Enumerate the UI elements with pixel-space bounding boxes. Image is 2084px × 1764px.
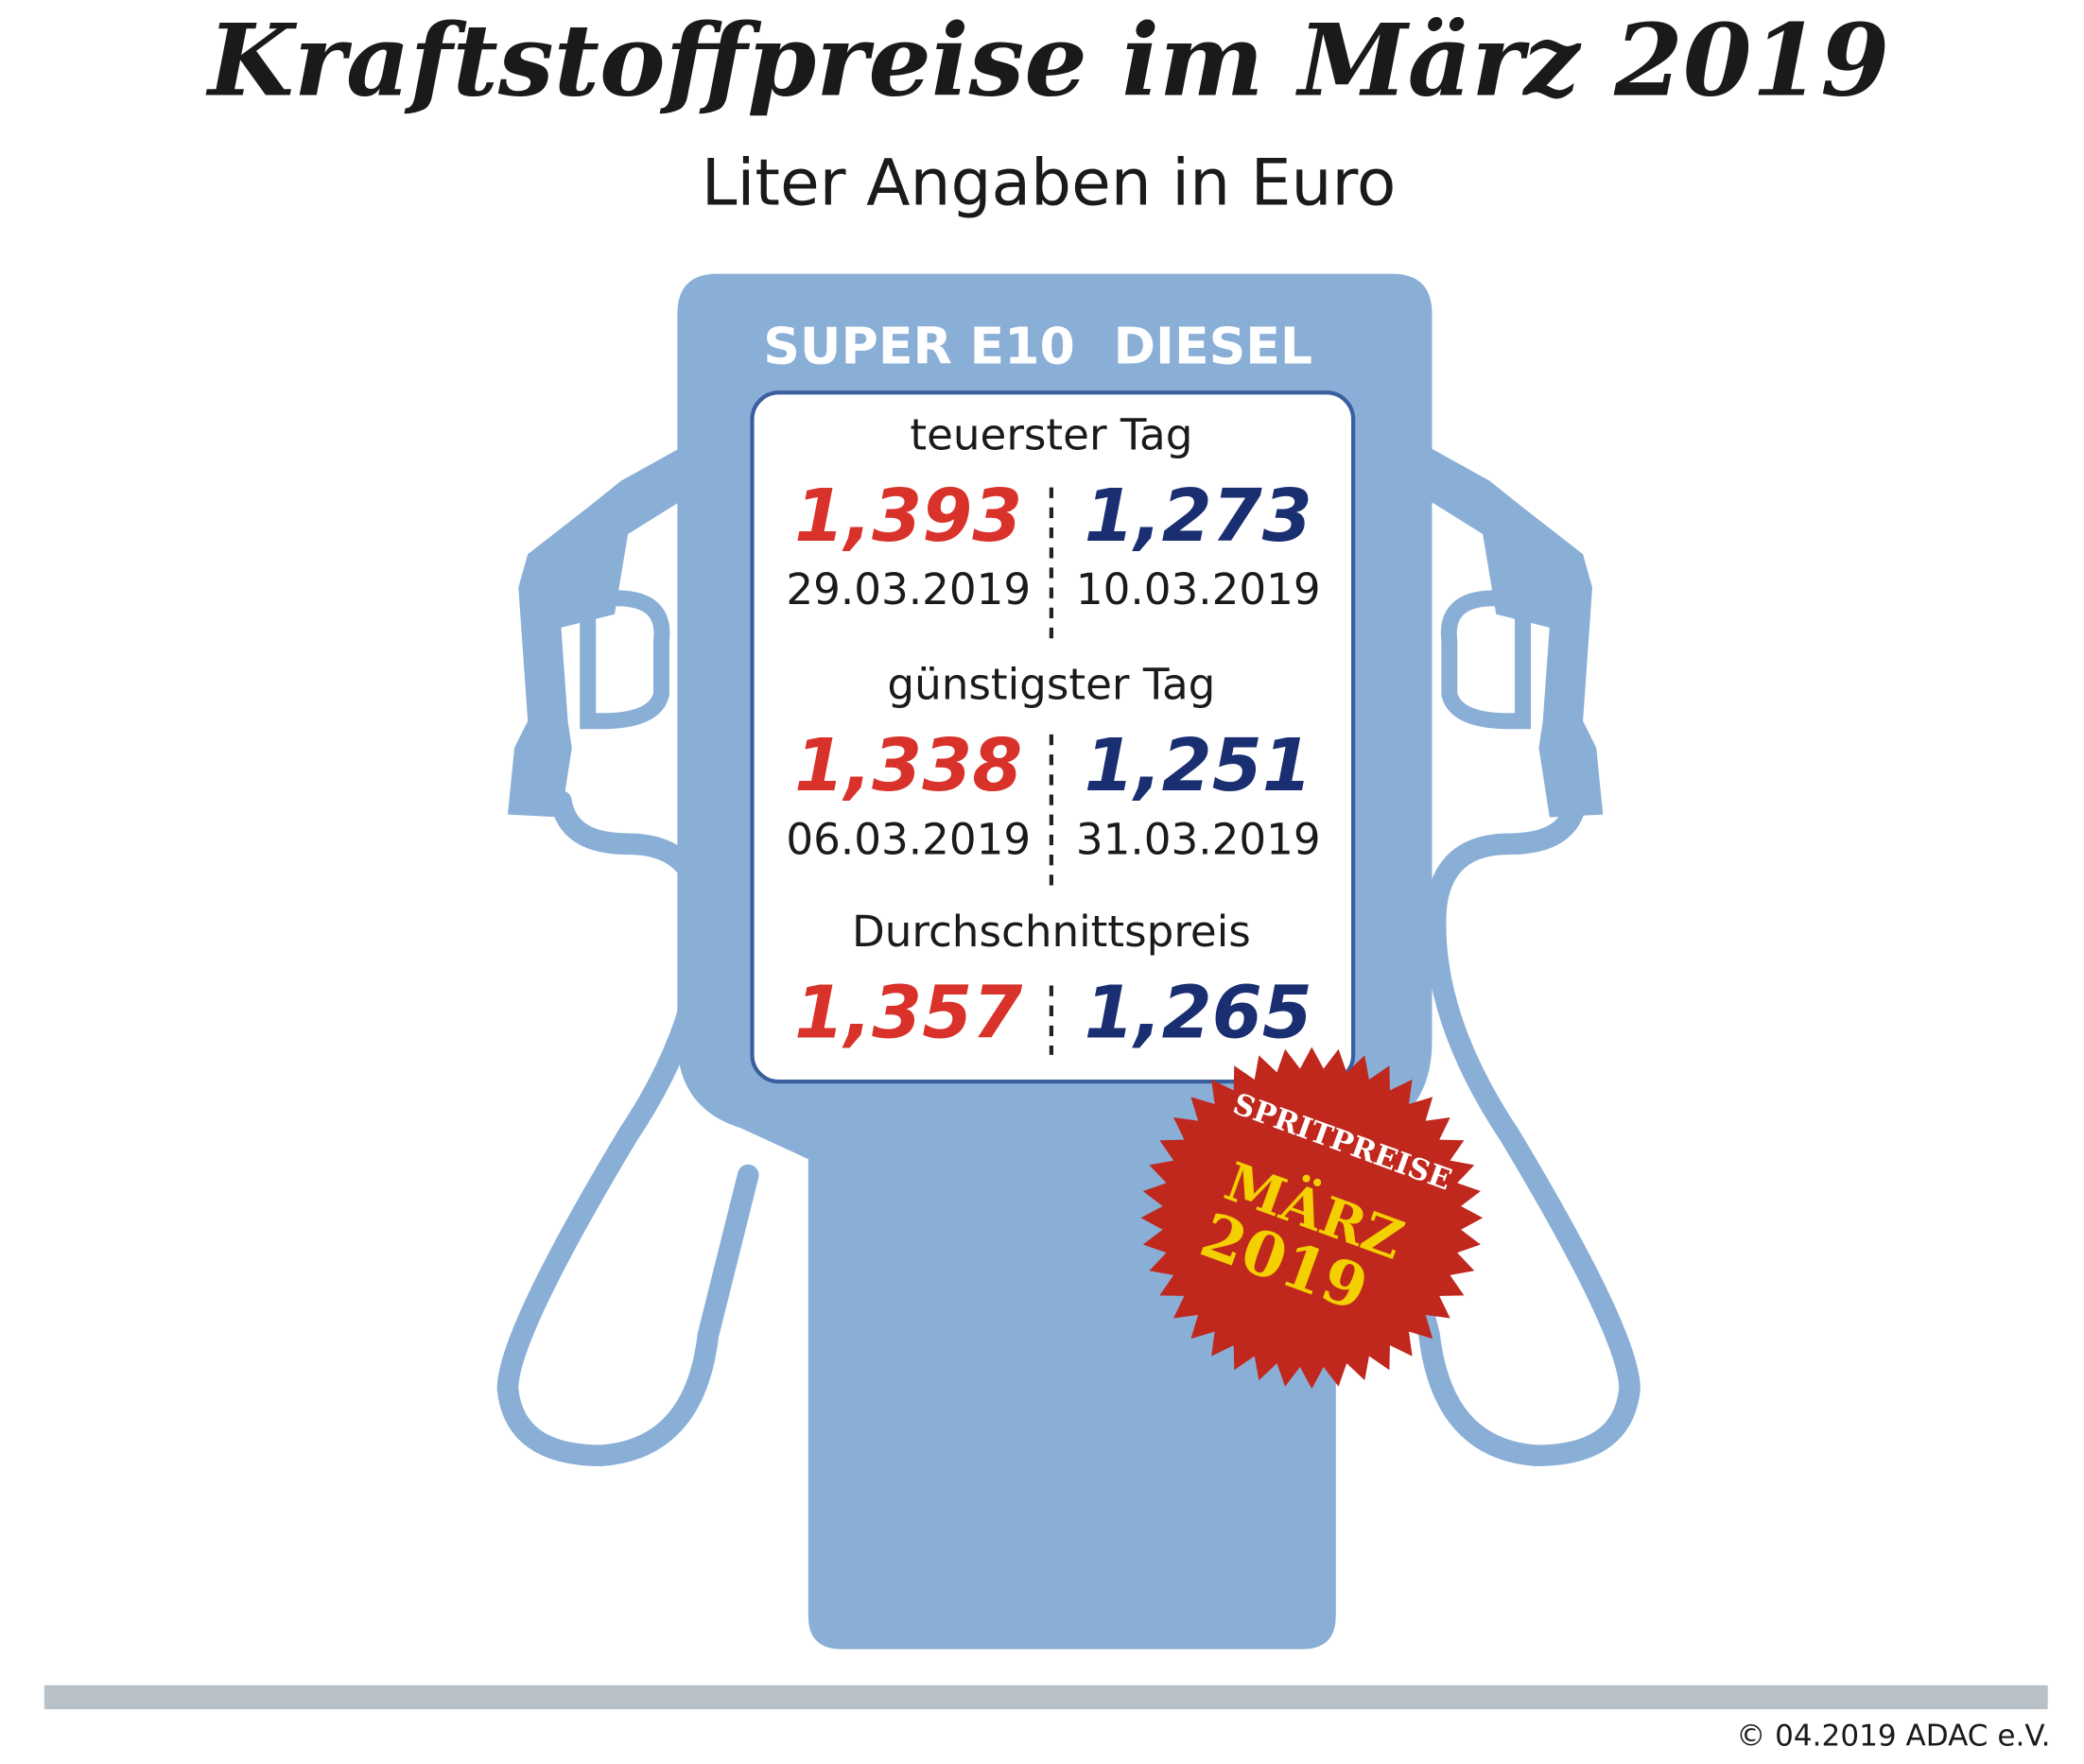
date: 10.03.2019 — [1076, 564, 1321, 614]
date: 31.03.2019 — [1076, 814, 1321, 864]
price: 1,273 — [1085, 474, 1312, 558]
footer-bar — [43, 1685, 2048, 1710]
price: 1,393 — [794, 474, 1022, 558]
date: 06.03.2019 — [786, 814, 1031, 864]
starburst — [1140, 1046, 1484, 1390]
price: 1,338 — [794, 723, 1022, 807]
price: 1,265 — [1085, 970, 1312, 1054]
section-label: teuerster Tag — [910, 409, 1192, 459]
footer: © 04.2019 ADAC e.V. — [1736, 1720, 2050, 1754]
badge: SPRITPREISE MÄRZ 2019 — [1140, 1046, 1484, 1390]
section-label: Durchschnittspreis — [852, 907, 1251, 957]
sections: teuerster Tag 1,393 1,273 29.03.2019 10.03.2… — [786, 409, 1320, 1054]
title: Kraftstoffpreise im März 2019 — [205, 3, 1889, 119]
date: 29.03.2019 — [786, 564, 1031, 614]
price: 1,357 — [794, 970, 1022, 1054]
subtitle: Liter Angaben in Euro — [702, 145, 1397, 219]
column-header: DIESEL — [1113, 317, 1312, 376]
price: 1,251 — [1085, 723, 1312, 807]
column-header: SUPER E10 — [763, 317, 1075, 376]
nozzles — [507, 447, 1604, 818]
section-label: günstigster Tag — [887, 659, 1215, 709]
hoses — [496, 790, 1641, 1466]
